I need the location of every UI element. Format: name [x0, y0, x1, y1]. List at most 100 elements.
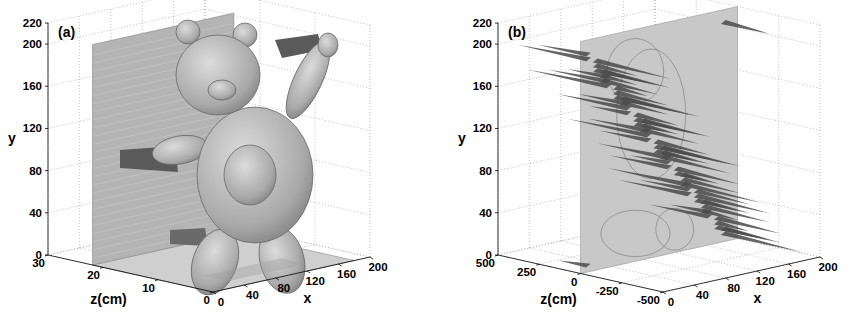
tick	[495, 255, 498, 256]
bear-part	[224, 145, 276, 205]
y-axis	[498, 23, 499, 255]
tick	[495, 23, 498, 24]
tick	[820, 257, 823, 259]
tick	[244, 285, 247, 287]
surface	[93, 13, 355, 301]
tick	[663, 292, 666, 294]
tick	[726, 278, 729, 280]
tick	[45, 255, 48, 256]
tick	[370, 257, 373, 259]
axis-title: z(cm)	[540, 291, 577, 307]
tick-label: -250	[596, 285, 619, 297]
spike	[654, 144, 731, 164]
tick	[45, 23, 48, 24]
tick-label: 40	[29, 207, 42, 219]
tick	[757, 271, 760, 273]
tick	[213, 292, 216, 294]
grid-line	[560, 9, 561, 241]
grid-line	[498, 0, 655, 23]
tick-label: 120	[756, 275, 775, 287]
axis-title: x	[304, 290, 312, 306]
spike	[660, 155, 730, 174]
grid-line	[48, 0, 205, 23]
tick	[536, 264, 539, 265]
tick	[495, 255, 498, 256]
tick	[276, 278, 279, 280]
tick	[694, 285, 697, 287]
tick-label: 120	[306, 275, 325, 287]
bear-part	[176, 35, 260, 115]
bear-part	[197, 107, 313, 243]
tick-label: 40	[246, 289, 259, 301]
tick-label: 10	[142, 282, 155, 294]
tick-label: 160	[787, 268, 806, 280]
outline	[656, 208, 694, 250]
bear-part	[318, 33, 338, 57]
tick-label: 80	[277, 282, 290, 294]
figure: 04080120160200010203004080120160200220xz…	[0, 0, 853, 324]
plane	[581, 7, 738, 274]
spike	[714, 225, 770, 240]
tick	[339, 264, 342, 266]
tick-label: -500	[637, 294, 660, 306]
tick-label: 0	[204, 294, 210, 306]
grid-line	[48, 23, 49, 255]
tick-label: 0	[36, 249, 42, 261]
tick	[307, 271, 310, 273]
spike	[599, 131, 651, 143]
grid-line	[820, 25, 821, 257]
tick-label: 0	[486, 249, 492, 261]
tick	[789, 264, 792, 266]
spike	[609, 155, 672, 169]
shadow	[203, 258, 306, 281]
tick-label: 120	[23, 122, 42, 134]
tick-label: 80	[727, 282, 740, 294]
tick	[45, 86, 48, 87]
panel: 04080120160200010203004080120160200220xz…	[8, 0, 387, 308]
tick-label: 0	[668, 296, 674, 308]
x-axis	[213, 257, 370, 292]
tick-label: 160	[23, 80, 42, 92]
spike	[701, 209, 739, 220]
tick-label: 220	[23, 17, 42, 29]
grid-line	[370, 25, 371, 257]
tick	[45, 170, 48, 171]
bear-part	[208, 80, 236, 100]
y-axis	[48, 23, 49, 255]
tick-label: 200	[818, 261, 837, 273]
z-axis	[48, 255, 213, 292]
tick	[100, 267, 103, 268]
spike	[517, 45, 591, 62]
panel: 04080120160200-500-250025050004080120160…	[458, 0, 837, 308]
spike	[701, 204, 771, 223]
tick	[578, 274, 581, 275]
x-axis	[663, 257, 820, 292]
tick-label: 0	[571, 276, 577, 288]
grid-line	[663, 257, 820, 292]
tick-label: 120	[473, 122, 492, 134]
panel-label: (a)	[58, 24, 75, 40]
tick-label: 20	[87, 269, 100, 281]
spike	[721, 20, 770, 34]
spike	[681, 182, 762, 203]
spike	[619, 180, 692, 196]
tick-label: 160	[337, 268, 356, 280]
spike	[634, 122, 669, 133]
tick-label: 250	[517, 266, 536, 278]
tick	[495, 212, 498, 213]
tick	[45, 212, 48, 213]
tick	[495, 44, 498, 45]
grid-line	[498, 23, 499, 255]
spike	[721, 231, 802, 252]
tick-label: 80	[29, 165, 42, 177]
tick	[619, 283, 622, 284]
tick-label: 80	[479, 165, 492, 177]
grid-line	[529, 16, 530, 248]
spike	[654, 149, 699, 162]
axis-title: x	[754, 290, 762, 306]
surface	[517, 7, 801, 274]
spike	[640, 128, 700, 144]
axis-title: y	[8, 130, 16, 146]
spike	[600, 79, 659, 95]
panel-label: (b)	[508, 24, 526, 40]
